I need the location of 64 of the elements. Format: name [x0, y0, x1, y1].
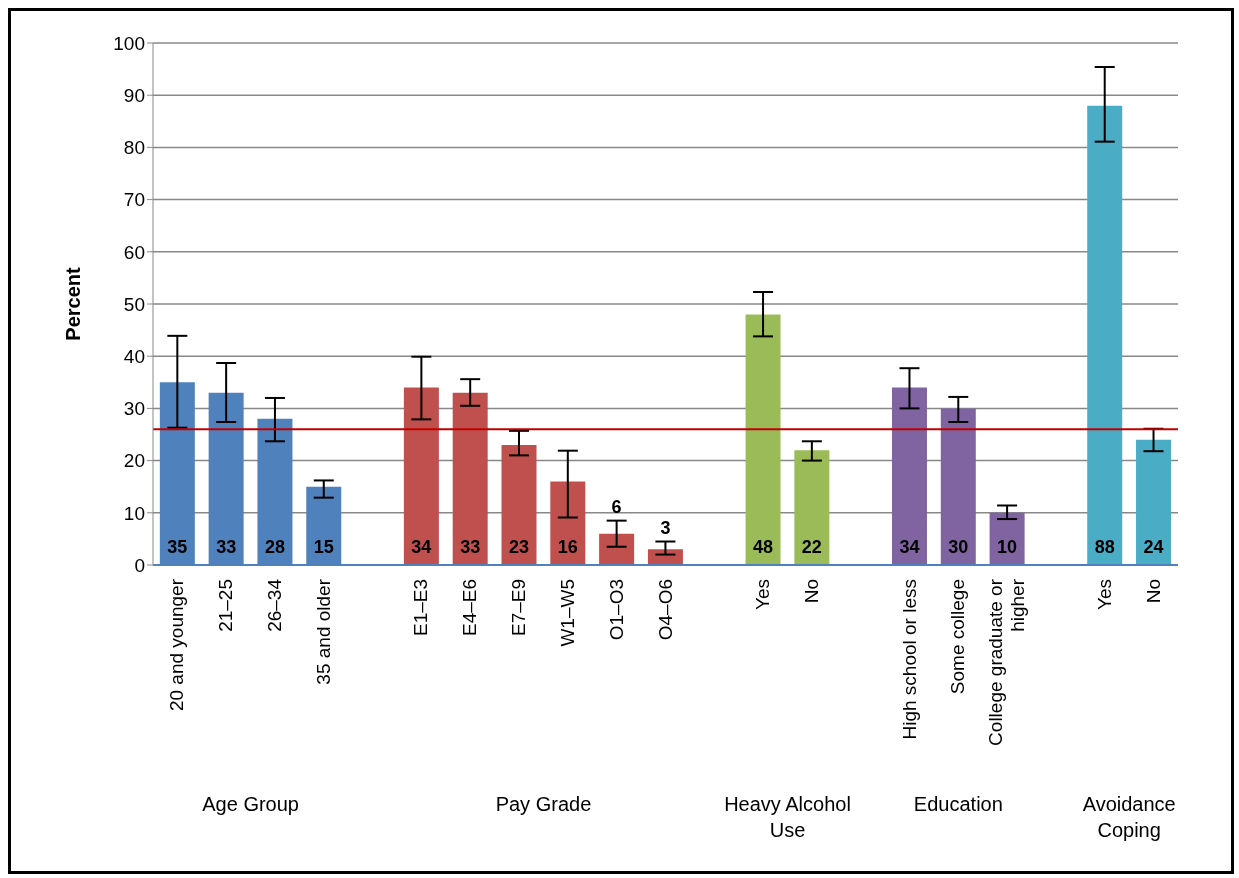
x-tick-label: 21–25: [215, 579, 237, 632]
bar: [745, 314, 781, 565]
y-tick-label: 100: [113, 32, 145, 54]
y-tick-label: 30: [123, 398, 145, 420]
x-tick-label: E7–E9: [508, 579, 530, 637]
x-tick-label: High school or less: [898, 579, 920, 740]
x-tick-label: 35 and older: [312, 578, 334, 685]
data-label: 16: [557, 537, 578, 557]
bar: [550, 481, 586, 565]
x-tick-label: 20 and younger: [166, 578, 188, 712]
data-label: 15: [313, 537, 334, 557]
data-label: 28: [264, 537, 285, 557]
bar: [599, 533, 635, 565]
y-tick-label: 40: [123, 345, 145, 367]
bar: [647, 549, 683, 565]
data-label: 22: [801, 537, 822, 557]
bar: [891, 387, 927, 565]
data-label: 48: [753, 537, 774, 557]
data-label: 3: [660, 517, 671, 538]
y-tick-label: 20: [123, 450, 145, 472]
data-label: 34: [411, 537, 432, 557]
text: Avoidance Coping: [1081, 792, 1177, 843]
x-tick-label: 26–34: [264, 578, 286, 632]
data-label: 30: [948, 537, 969, 557]
bar: [452, 392, 488, 565]
text: Heavy Alcohol Use: [723, 792, 852, 843]
data-label: 24: [1143, 537, 1164, 557]
x-tick-label: No: [1142, 579, 1164, 604]
y-tick-label: 0: [134, 554, 145, 576]
x-tick-label: No: [800, 579, 822, 604]
x-tick-label: O4–O6: [654, 579, 676, 641]
text: Age Group: [201, 792, 300, 817]
x-tick-label: O1–O3: [605, 579, 627, 641]
y-tick-label: 60: [123, 241, 145, 263]
x-tick-label: Yes: [1093, 579, 1115, 610]
bar: [989, 512, 1025, 565]
y-tick-label: 10: [123, 502, 145, 524]
data-label: 88: [1094, 537, 1115, 557]
x-tick-label: E4–E6: [459, 579, 481, 637]
y-axis-title: Percent: [62, 266, 85, 341]
data-label: 35: [167, 537, 188, 557]
y-tick-label: 90: [123, 84, 145, 106]
bar: [501, 444, 537, 565]
text: Pay Grade: [494, 792, 593, 817]
data-label: 33: [460, 537, 481, 557]
data-label: 33: [216, 537, 237, 557]
data-label: 10: [997, 537, 1018, 557]
y-tick-label: 80: [123, 137, 145, 159]
x-tick-label: Some college: [947, 579, 969, 695]
data-label: 6: [611, 496, 622, 517]
bar: [403, 387, 439, 565]
text: Education: [912, 792, 1004, 817]
bar: [940, 408, 976, 565]
bar: [1136, 439, 1172, 565]
y-tick-label: 70: [123, 189, 145, 211]
x-tick-label: College graduate or higher: [985, 578, 1029, 746]
x-tick-label: Yes: [752, 579, 774, 610]
data-label: 23: [508, 537, 530, 557]
y-tick-label: 50: [123, 293, 145, 315]
data-label: 34: [899, 537, 920, 557]
x-tick-label: W1–W5: [556, 579, 578, 647]
bar: [794, 450, 830, 565]
bar: [1087, 105, 1123, 565]
x-tick-label: E1–E3: [410, 579, 432, 637]
